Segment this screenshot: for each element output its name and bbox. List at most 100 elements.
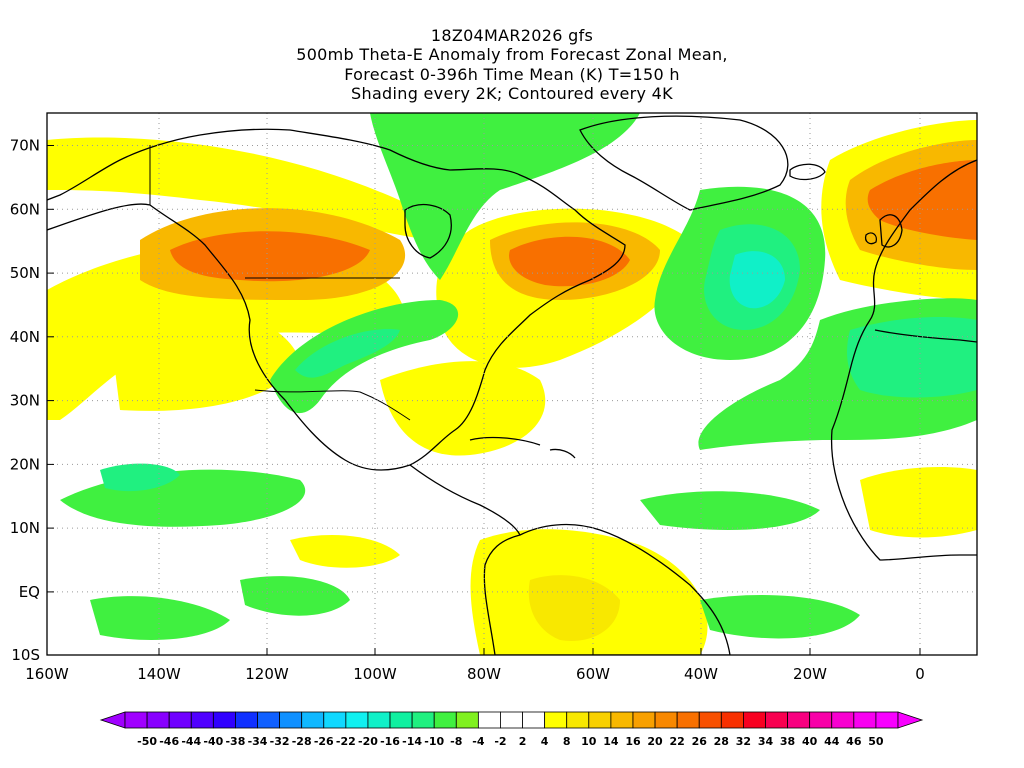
colorbar-swatch [124, 711, 148, 729]
colorbar-swatch [522, 711, 546, 729]
coastlines [47, 115, 977, 655]
anomaly-shading [47, 113, 977, 655]
colorbar-label: -32 [270, 735, 290, 748]
colorbar-swatch [235, 711, 258, 729]
lon-tick-label: 20W [793, 665, 827, 683]
title-line-2: 500mb Theta-E Anomaly from Forecast Zona… [296, 45, 728, 64]
colorbar-label: -44 [181, 735, 201, 748]
colorbar-arrow-left [99, 711, 126, 729]
colorbar-label: 22 [669, 735, 684, 748]
colorbar-label: 44 [824, 735, 840, 748]
lon-tick-label: 60W [576, 665, 610, 683]
colorbar-swatch [345, 711, 369, 729]
lon-tick-label: 100W [353, 665, 397, 683]
lat-tick-label: 10S [11, 646, 40, 664]
colorbar-label: -38 [225, 735, 245, 748]
colorbar-label: 2 [519, 735, 527, 748]
colorbar-label: -28 [292, 735, 312, 748]
colorbar-label: 46 [846, 735, 862, 748]
colorbar-swatch [566, 711, 590, 729]
colorbar-swatch [433, 711, 457, 729]
colorbar-label: 50 [868, 735, 884, 748]
title-line-1: 18Z04MAR2026 gfs [430, 26, 594, 45]
colorbar-label: 28 [714, 735, 729, 748]
title-line-4: Shading every 2K; Contoured every 4K [351, 84, 673, 103]
colorbar-label: 38 [780, 735, 795, 748]
colorbar-swatch [212, 711, 236, 729]
lat-tick-label: 70N [10, 137, 40, 155]
colorbar-swatch [809, 711, 833, 729]
colorbar-swatch [698, 711, 722, 729]
colorbar-swatch [544, 711, 568, 729]
colorbar-label: 8 [563, 735, 571, 748]
colorbar-swatch [455, 711, 479, 729]
lat-tick-label: 40N [10, 328, 40, 346]
colorbar-label: -20 [358, 735, 378, 748]
colorbar-label: -14 [402, 735, 422, 748]
colorbar-labels: -50 -46 -44 -40 -38 -34 -32 -28 -26 -22 -20 -16 -14-… [137, 735, 884, 748]
colorbar-swatch [853, 711, 877, 729]
gridlines [47, 113, 977, 655]
lat-tick-label: 60N [10, 200, 40, 218]
colorbar-label: 40 [802, 735, 818, 748]
colorbar-label: 14 [603, 735, 619, 748]
lon-tick-label: 140W [137, 665, 181, 683]
colorbar-label: 16 [625, 735, 641, 748]
colorbar-swatch [720, 711, 744, 729]
latitude-ticks: 70N 60N 50N 40N 30N 20N 10N EQ 10S [10, 137, 54, 664]
colorbar-swatch [875, 711, 899, 729]
colorbar-swatch [411, 711, 435, 729]
colorbar-swatch [831, 711, 855, 729]
colorbar-label: -8 [450, 735, 462, 748]
colorbar-swatch [610, 711, 634, 729]
colorbar-swatch [257, 711, 280, 729]
colorbar [99, 711, 924, 729]
lon-tick-label: 40W [684, 665, 718, 683]
colorbar-swatch [588, 711, 612, 729]
colorbar-swatch [301, 711, 325, 729]
colorbar-label: -10 [424, 735, 444, 748]
colorbar-swatch [190, 711, 214, 729]
colorbar-label: -26 [314, 735, 334, 748]
political-borders [149, 145, 411, 421]
colorbar-swatch [477, 711, 501, 729]
map-frame [46, 112, 978, 656]
colorbar-label: 4 [541, 735, 549, 748]
title-line-3: Forecast 0-396h Time Mean (K) T=150 h [344, 65, 680, 84]
lon-tick-label: 160W [25, 665, 69, 683]
colorbar-swatch [743, 711, 766, 729]
colorbar-label: -46 [159, 735, 179, 748]
lon-tick-label: 80W [467, 665, 501, 683]
colorbar-label: 32 [736, 735, 751, 748]
colorbar-label: -16 [380, 735, 400, 748]
colorbar-swatch [146, 711, 170, 729]
lon-tick-label: 0 [915, 665, 925, 683]
colorbar-swatch [323, 711, 347, 729]
colorbar-swatch [632, 711, 656, 729]
lat-tick-label: EQ [19, 583, 40, 601]
colorbar-label: -50 [137, 735, 157, 748]
colorbar-label: -22 [336, 735, 356, 748]
colorbar-swatch [168, 711, 192, 729]
colorbar-swatch [787, 711, 811, 729]
colorbar-label: 34 [758, 735, 774, 748]
colorbar-swatch [367, 711, 391, 729]
colorbar-swatch [279, 711, 303, 729]
colorbar-label: -4 [472, 735, 485, 748]
colorbar-swatch [389, 711, 413, 729]
colorbar-arrow-right [897, 711, 924, 729]
colorbar-label: -2 [494, 735, 506, 748]
lat-tick-label: 20N [10, 455, 40, 473]
lat-tick-label: 30N [10, 392, 40, 410]
longitude-ticks: 160W 140W 120W 100W 80W 60W 40W 20W 0 [25, 648, 925, 683]
colorbar-swatch [676, 711, 700, 729]
colorbar-label: 20 [647, 735, 663, 748]
colorbar-label: -34 [248, 735, 268, 748]
lat-tick-label: 50N [10, 264, 40, 282]
colorbar-swatch [654, 711, 678, 729]
colorbar-label: 10 [581, 735, 597, 748]
colorbar-label: -40 [203, 735, 223, 748]
colorbar-swatch [765, 711, 788, 729]
lat-tick-label: 10N [10, 519, 40, 537]
